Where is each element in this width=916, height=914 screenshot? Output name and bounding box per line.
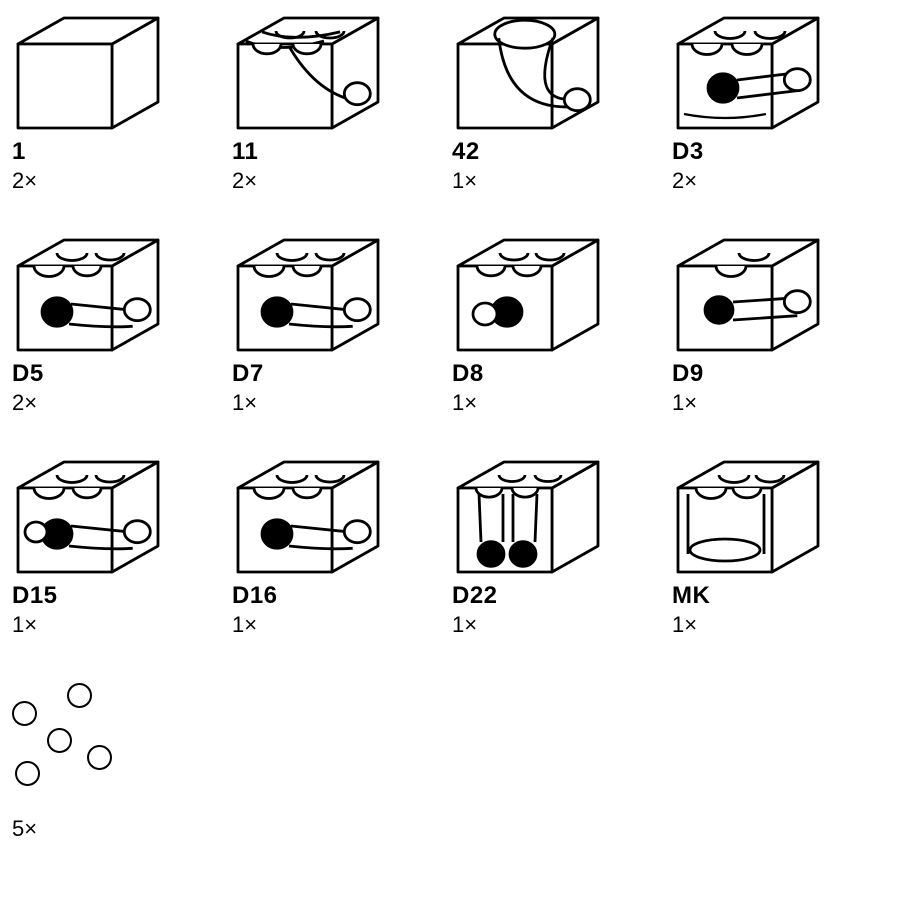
part-cube-icon [672, 234, 832, 354]
part-cube-icon [12, 12, 172, 132]
part-qty-label: 2× [12, 390, 232, 416]
part-cell: 12× [12, 12, 232, 194]
part-id-label: D8 [452, 360, 672, 388]
marbles-icon [12, 683, 142, 798]
part-cube-icon [672, 456, 832, 576]
part-id-label: D15 [12, 582, 232, 610]
part-qty-label: 2× [232, 168, 452, 194]
part-cell: D151× [12, 456, 232, 638]
part-qty-label: 1× [452, 612, 672, 638]
marble-icon [47, 728, 72, 753]
marble-icon [67, 683, 92, 708]
part-cell: D81× [452, 234, 672, 416]
part-id-label: D5 [12, 360, 232, 388]
part-cube-icon [232, 12, 392, 132]
part-id-label: D7 [232, 360, 452, 388]
part-cube-icon [452, 234, 612, 354]
part-cube-icon [452, 12, 612, 132]
part-id-label: D16 [232, 582, 452, 610]
marble-icon [12, 701, 37, 726]
part-cell: 112× [232, 12, 452, 194]
part-cube-icon [672, 12, 832, 132]
part-cell: D71× [232, 234, 452, 416]
part-id-label: D9 [672, 360, 892, 388]
part-cell: D52× [12, 234, 232, 416]
part-cube-icon [12, 456, 172, 576]
marbles-qty-label: 5× [12, 816, 232, 842]
part-cube-icon [232, 234, 392, 354]
part-cell: MK1× [672, 456, 892, 638]
part-qty-label: 2× [12, 168, 232, 194]
part-qty-label: 1× [672, 390, 892, 416]
part-qty-label: 1× [232, 612, 452, 638]
part-cell: D32× [672, 12, 892, 194]
part-cube-icon [12, 234, 172, 354]
part-cell: 421× [452, 12, 672, 194]
part-id-label: D22 [452, 582, 672, 610]
part-cell: D91× [672, 234, 892, 416]
part-id-label: 42 [452, 138, 672, 166]
part-qty-label: 1× [672, 612, 892, 638]
part-qty-label: 2× [672, 168, 892, 194]
part-qty-label: 1× [452, 390, 672, 416]
part-id-label: MK [672, 582, 892, 610]
part-cube-icon [232, 456, 392, 576]
marbles-cell: 5× [12, 678, 232, 842]
marble-icon [87, 745, 112, 770]
parts-grid: 12× 112× 421× D32× [12, 12, 904, 842]
part-id-label: D3 [672, 138, 892, 166]
part-cube-icon [452, 456, 612, 576]
part-qty-label: 1× [232, 390, 452, 416]
part-qty-label: 1× [452, 168, 672, 194]
part-id-label: 11 [232, 138, 452, 166]
part-cell: D161× [232, 456, 452, 638]
part-id-label: 1 [12, 138, 232, 166]
part-cell: D221× [452, 456, 672, 638]
part-qty-label: 1× [12, 612, 232, 638]
marble-icon [15, 761, 40, 786]
